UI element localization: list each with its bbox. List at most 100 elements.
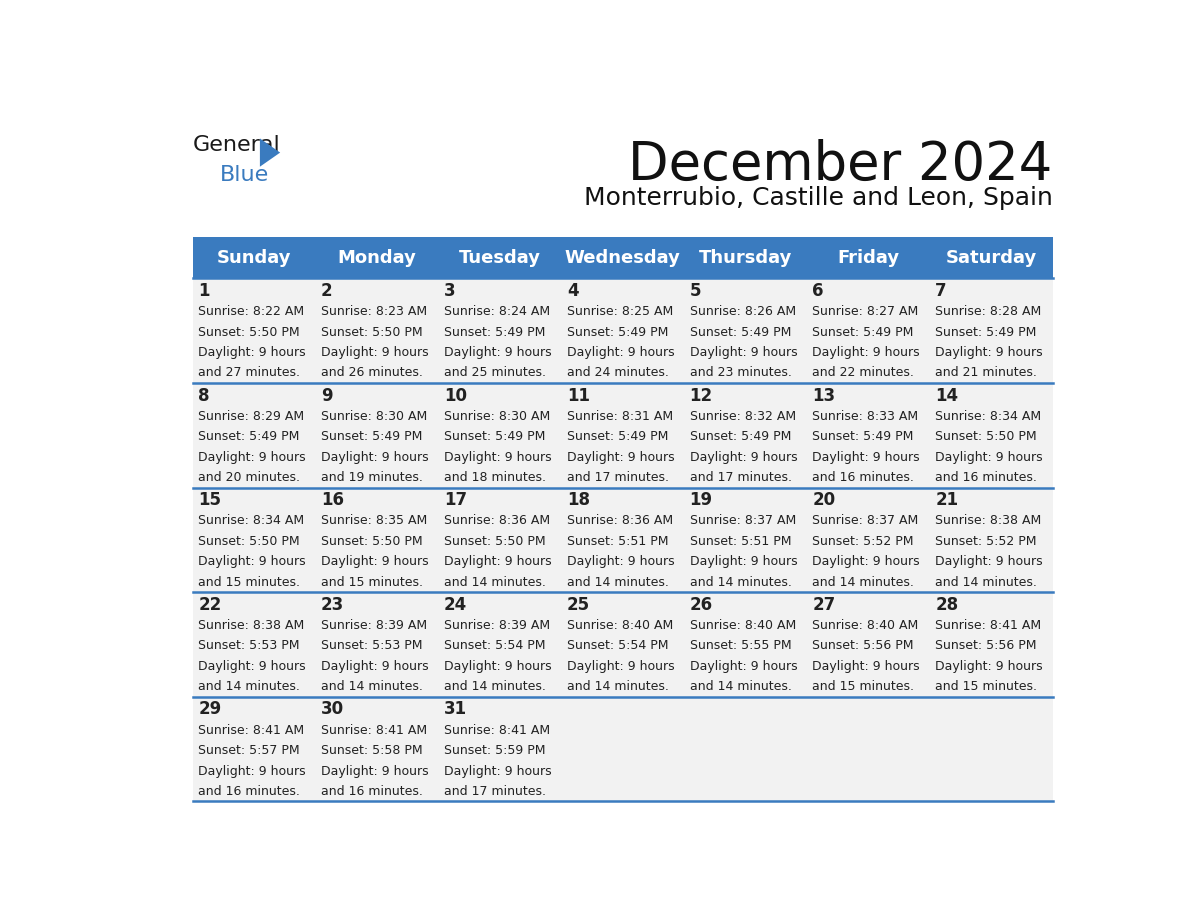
Bar xyxy=(192,697,316,801)
Text: Sunrise: 8:32 AM: Sunrise: 8:32 AM xyxy=(689,409,796,423)
Text: and 16 minutes.: and 16 minutes. xyxy=(198,785,301,798)
Text: and 15 minutes.: and 15 minutes. xyxy=(321,576,423,588)
Text: Daylight: 9 hours: Daylight: 9 hours xyxy=(321,660,429,673)
Text: Sunrise: 8:30 AM: Sunrise: 8:30 AM xyxy=(321,409,428,423)
Bar xyxy=(684,592,807,697)
Text: Sunrise: 8:41 AM: Sunrise: 8:41 AM xyxy=(321,723,428,737)
Bar xyxy=(561,592,684,697)
Bar xyxy=(316,592,438,697)
Text: 23: 23 xyxy=(321,596,345,614)
Text: 9: 9 xyxy=(321,386,333,405)
Text: Sunset: 5:49 PM: Sunset: 5:49 PM xyxy=(444,431,545,443)
Text: Monday: Monday xyxy=(337,249,417,267)
Text: Daylight: 9 hours: Daylight: 9 hours xyxy=(198,765,305,778)
Text: Daylight: 9 hours: Daylight: 9 hours xyxy=(321,451,429,464)
Text: 22: 22 xyxy=(198,596,221,614)
Bar xyxy=(930,383,1053,487)
Text: Sunrise: 8:40 AM: Sunrise: 8:40 AM xyxy=(689,619,796,633)
Text: Daylight: 9 hours: Daylight: 9 hours xyxy=(935,555,1043,568)
Text: Sunrise: 8:40 AM: Sunrise: 8:40 AM xyxy=(813,619,918,633)
Text: Sunset: 5:54 PM: Sunset: 5:54 PM xyxy=(567,640,669,653)
Text: and 16 minutes.: and 16 minutes. xyxy=(813,471,915,484)
Text: Sunrise: 8:27 AM: Sunrise: 8:27 AM xyxy=(813,306,918,319)
Bar xyxy=(192,278,316,383)
Text: Sunrise: 8:37 AM: Sunrise: 8:37 AM xyxy=(689,514,796,528)
Text: Daylight: 9 hours: Daylight: 9 hours xyxy=(444,555,551,568)
Text: Sunset: 5:49 PM: Sunset: 5:49 PM xyxy=(567,431,668,443)
Text: and 27 minutes.: and 27 minutes. xyxy=(198,366,301,379)
Text: Sunset: 5:50 PM: Sunset: 5:50 PM xyxy=(321,535,423,548)
Text: 1: 1 xyxy=(198,282,210,300)
Text: Sunset: 5:50 PM: Sunset: 5:50 PM xyxy=(935,431,1037,443)
Text: Daylight: 9 hours: Daylight: 9 hours xyxy=(689,451,797,464)
Text: Sunrise: 8:36 AM: Sunrise: 8:36 AM xyxy=(444,514,550,528)
Text: 16: 16 xyxy=(321,491,345,509)
Text: Sunset: 5:49 PM: Sunset: 5:49 PM xyxy=(444,326,545,339)
Text: 15: 15 xyxy=(198,491,221,509)
Text: Sunrise: 8:41 AM: Sunrise: 8:41 AM xyxy=(935,619,1042,633)
Text: 12: 12 xyxy=(689,386,713,405)
Bar xyxy=(561,487,684,592)
Bar xyxy=(316,383,438,487)
Text: Sunset: 5:49 PM: Sunset: 5:49 PM xyxy=(935,326,1037,339)
Text: Sunset: 5:55 PM: Sunset: 5:55 PM xyxy=(689,640,791,653)
Bar xyxy=(684,487,807,592)
Text: Daylight: 9 hours: Daylight: 9 hours xyxy=(321,555,429,568)
Bar xyxy=(684,383,807,487)
Text: Daylight: 9 hours: Daylight: 9 hours xyxy=(813,660,920,673)
Text: Sunset: 5:49 PM: Sunset: 5:49 PM xyxy=(813,326,914,339)
Text: Sunrise: 8:34 AM: Sunrise: 8:34 AM xyxy=(198,514,304,528)
Text: Sunset: 5:49 PM: Sunset: 5:49 PM xyxy=(813,431,914,443)
Text: Sunrise: 8:40 AM: Sunrise: 8:40 AM xyxy=(567,619,674,633)
Text: 14: 14 xyxy=(935,386,959,405)
Text: Sunrise: 8:33 AM: Sunrise: 8:33 AM xyxy=(813,409,918,423)
Bar xyxy=(807,697,930,801)
Text: Sunset: 5:56 PM: Sunset: 5:56 PM xyxy=(935,640,1037,653)
Text: Sunrise: 8:26 AM: Sunrise: 8:26 AM xyxy=(689,306,796,319)
Text: 26: 26 xyxy=(689,596,713,614)
Text: Sunset: 5:56 PM: Sunset: 5:56 PM xyxy=(813,640,914,653)
Text: and 14 minutes.: and 14 minutes. xyxy=(567,680,669,693)
Bar xyxy=(807,592,930,697)
Bar xyxy=(192,487,316,592)
Bar xyxy=(807,383,930,487)
Bar xyxy=(438,383,561,487)
Text: Daylight: 9 hours: Daylight: 9 hours xyxy=(935,346,1043,359)
Text: Sunset: 5:53 PM: Sunset: 5:53 PM xyxy=(321,640,423,653)
Text: and 14 minutes.: and 14 minutes. xyxy=(935,576,1037,588)
Bar xyxy=(930,238,1053,278)
Text: Daylight: 9 hours: Daylight: 9 hours xyxy=(567,346,675,359)
Text: Sunset: 5:49 PM: Sunset: 5:49 PM xyxy=(689,326,791,339)
Text: Sunset: 5:59 PM: Sunset: 5:59 PM xyxy=(444,744,545,757)
Text: 10: 10 xyxy=(444,386,467,405)
Text: and 15 minutes.: and 15 minutes. xyxy=(813,680,915,693)
Text: Sunset: 5:57 PM: Sunset: 5:57 PM xyxy=(198,744,299,757)
Bar xyxy=(930,278,1053,383)
Text: and 25 minutes.: and 25 minutes. xyxy=(444,366,546,379)
Text: Saturday: Saturday xyxy=(946,249,1037,267)
Text: and 14 minutes.: and 14 minutes. xyxy=(198,680,301,693)
Bar xyxy=(684,238,807,278)
Text: Blue: Blue xyxy=(220,165,270,185)
Text: Daylight: 9 hours: Daylight: 9 hours xyxy=(567,660,675,673)
Bar xyxy=(807,487,930,592)
Text: Sunset: 5:52 PM: Sunset: 5:52 PM xyxy=(935,535,1037,548)
Text: Sunset: 5:51 PM: Sunset: 5:51 PM xyxy=(567,535,669,548)
Bar xyxy=(561,697,684,801)
Text: and 24 minutes.: and 24 minutes. xyxy=(567,366,669,379)
Text: Sunset: 5:49 PM: Sunset: 5:49 PM xyxy=(321,431,423,443)
Text: Daylight: 9 hours: Daylight: 9 hours xyxy=(198,555,305,568)
Text: Daylight: 9 hours: Daylight: 9 hours xyxy=(321,765,429,778)
Text: and 18 minutes.: and 18 minutes. xyxy=(444,471,546,484)
Text: Daylight: 9 hours: Daylight: 9 hours xyxy=(689,660,797,673)
Text: Sunset: 5:54 PM: Sunset: 5:54 PM xyxy=(444,640,545,653)
Text: and 26 minutes.: and 26 minutes. xyxy=(321,366,423,379)
Text: Daylight: 9 hours: Daylight: 9 hours xyxy=(444,660,551,673)
Text: 19: 19 xyxy=(689,491,713,509)
Text: 25: 25 xyxy=(567,596,590,614)
Text: Sunrise: 8:28 AM: Sunrise: 8:28 AM xyxy=(935,306,1042,319)
Text: 28: 28 xyxy=(935,596,959,614)
Bar xyxy=(438,592,561,697)
Bar xyxy=(192,238,316,278)
Bar xyxy=(316,487,438,592)
